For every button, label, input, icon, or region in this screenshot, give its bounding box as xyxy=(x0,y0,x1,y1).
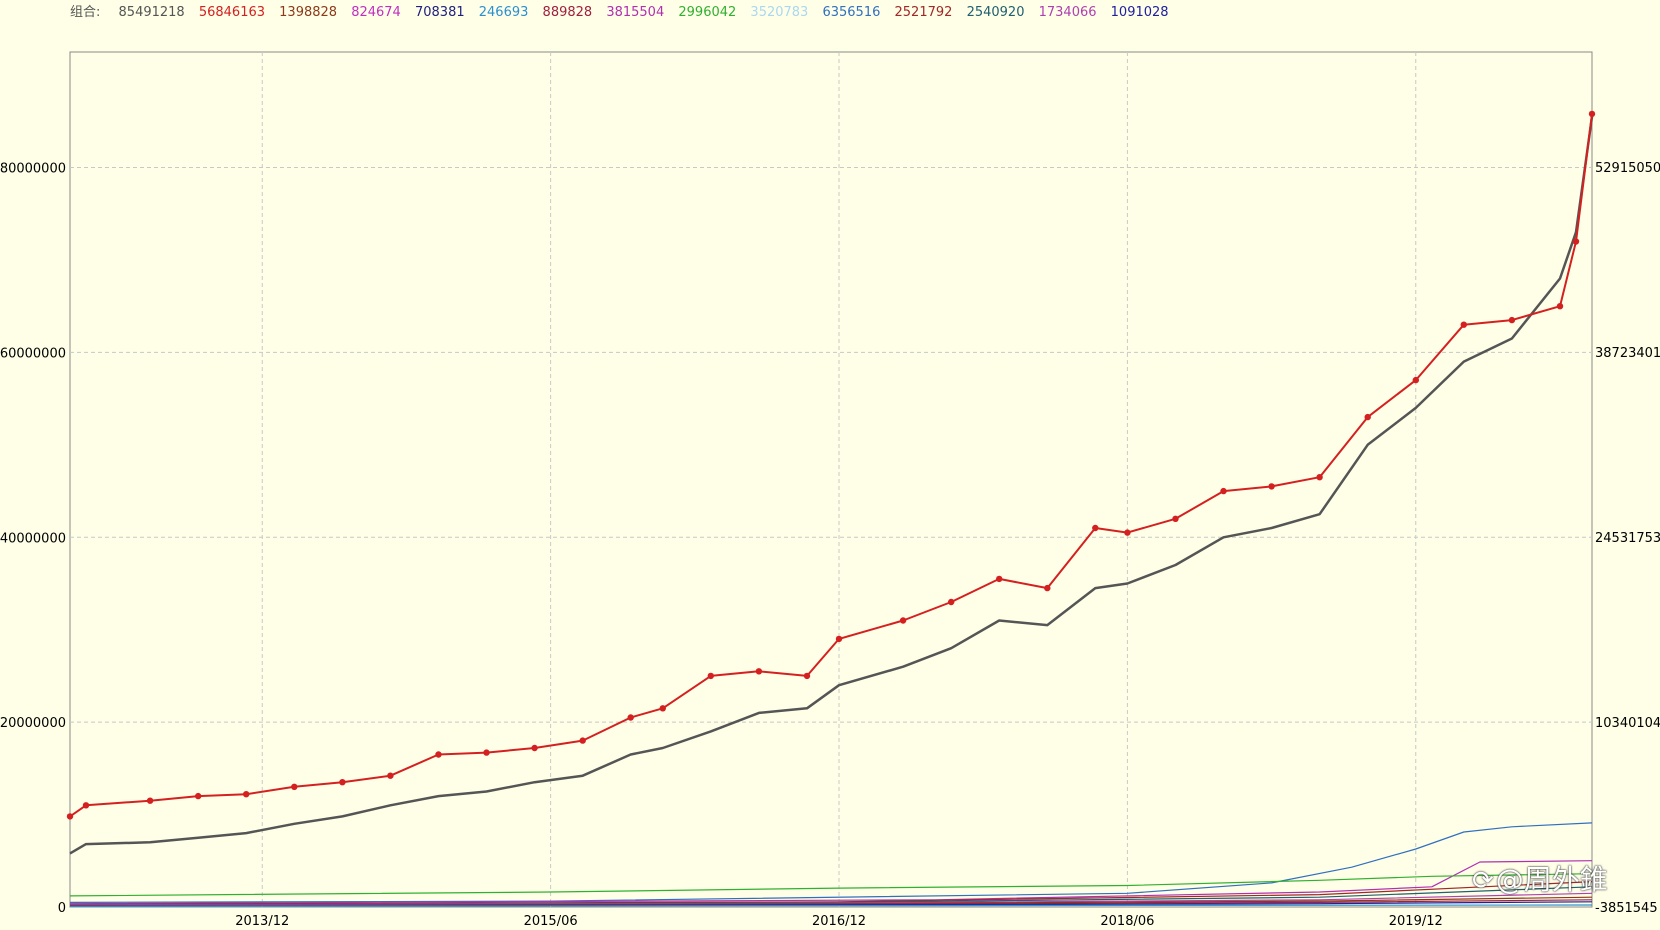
data-point xyxy=(1588,110,1596,118)
legend-item: 3815504 xyxy=(606,5,665,20)
data-point xyxy=(1044,584,1051,592)
series-line xyxy=(69,892,1593,906)
data-point xyxy=(339,779,346,786)
y-right-tick-label: -3851545 xyxy=(1595,901,1658,916)
data-point xyxy=(579,737,586,744)
data-point xyxy=(1412,376,1420,384)
legend-item: 2540920 xyxy=(966,5,1025,20)
y-left-tick-label: 80000000 xyxy=(0,162,66,177)
plot-area xyxy=(69,51,1593,908)
x-tick-label: 2016/12 xyxy=(812,914,866,929)
series-line xyxy=(69,873,1593,897)
data-point xyxy=(1364,413,1371,421)
legend: 组合: 85491218 56846163 1398828 824674 708… xyxy=(70,1,1179,20)
data-point xyxy=(1172,515,1179,522)
x-tick-label: 2013/12 xyxy=(235,914,289,929)
y-left-tick-label: 40000000 xyxy=(0,531,66,546)
legend-item: 246693 xyxy=(478,5,529,20)
legend-title: 组合: xyxy=(70,5,101,20)
series-layer xyxy=(66,110,1596,907)
data-point xyxy=(483,749,490,756)
data-point xyxy=(531,744,538,752)
data-point xyxy=(146,797,154,804)
data-point xyxy=(291,783,298,790)
y-right-tick-label: 10340104 xyxy=(1595,716,1660,731)
logo-icon: ⟳ xyxy=(1472,866,1494,896)
x-tick-label: 2015/06 xyxy=(524,914,578,929)
legend-item: 6356516 xyxy=(822,5,881,20)
data-point xyxy=(1316,474,1323,481)
legend-item: 2521792 xyxy=(894,5,953,20)
y-left-tick-label: 0 xyxy=(58,901,66,916)
legend-item: 1734066 xyxy=(1038,5,1097,20)
series-line xyxy=(69,881,1593,906)
data-point xyxy=(1220,487,1227,495)
data-point xyxy=(1460,321,1468,328)
data-point xyxy=(835,635,843,643)
series-line xyxy=(69,904,1593,907)
data-point xyxy=(803,672,811,680)
data-point xyxy=(195,792,202,800)
data-point xyxy=(387,772,394,779)
legend-item: 708381 xyxy=(414,5,465,20)
y-right-tick-label: 38723401 xyxy=(1595,346,1660,361)
legend-item: 824674 xyxy=(351,5,401,20)
data-point xyxy=(243,791,250,798)
legend-item: 889828 xyxy=(542,5,593,20)
data-point xyxy=(755,668,763,675)
y-left-tick-label: 20000000 xyxy=(0,716,66,731)
legend-item: 2996042 xyxy=(678,5,737,20)
legend-item: 85491218 xyxy=(118,5,185,20)
legend-item: 1091028 xyxy=(1110,5,1169,20)
data-point xyxy=(948,598,955,606)
y-axis-right: -3851545 10340104 24531753 38723401 52915050 xyxy=(1595,161,1660,916)
data-point xyxy=(1572,238,1580,245)
series-line xyxy=(69,116,1594,855)
data-point xyxy=(707,672,714,680)
legend-item: 1398828 xyxy=(279,5,338,20)
data-point xyxy=(82,802,90,809)
y-right-tick-label: 24531753 xyxy=(1595,531,1660,546)
data-point xyxy=(627,714,634,721)
x-tick-label: 2018/06 xyxy=(1100,914,1154,929)
x-tick-label: 2019/12 xyxy=(1389,914,1443,929)
data-point xyxy=(1268,483,1275,490)
data-point xyxy=(1092,524,1099,532)
data-point xyxy=(1556,303,1564,310)
watermark: ⟳@周外錐 xyxy=(1472,858,1608,898)
data-point xyxy=(1508,316,1516,324)
x-axis: 2013/12 2015/06 2016/12 2018/06 2019/12 xyxy=(235,914,1443,929)
y-left-tick-label: 60000000 xyxy=(0,346,66,361)
y-axis-left: 0 20000000 40000000 60000000 80000000 xyxy=(0,162,66,916)
watermark-text: @周外錐 xyxy=(1495,863,1608,896)
data-point xyxy=(1124,529,1131,536)
grid xyxy=(70,52,1592,907)
series-line xyxy=(69,860,1593,905)
y-right-tick-label: 52915050 xyxy=(1595,161,1660,176)
data-point xyxy=(435,751,442,758)
data-point xyxy=(996,575,1003,583)
data-point xyxy=(659,705,666,712)
legend-item: 3520783 xyxy=(750,5,809,20)
legend-item: 56846163 xyxy=(198,5,266,20)
data-point xyxy=(66,813,74,820)
data-point xyxy=(899,617,907,624)
series-line xyxy=(69,822,1593,904)
